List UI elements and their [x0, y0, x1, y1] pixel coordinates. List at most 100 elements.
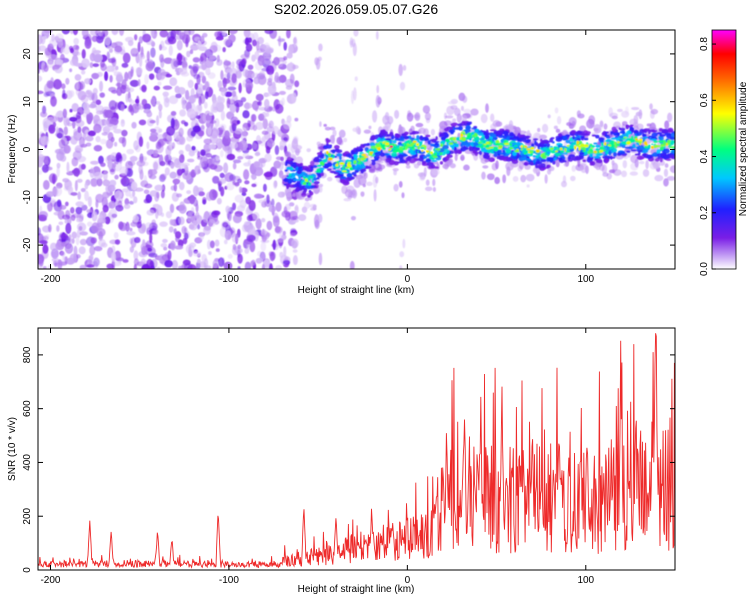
spectrogram-cell	[369, 149, 373, 152]
spectrogram-cell	[92, 87, 98, 95]
spectrogram-cell	[626, 134, 629, 138]
spectrogram-cell	[642, 152, 647, 158]
spectrogram-cell	[541, 123, 549, 133]
spectrogram-cell	[263, 183, 267, 192]
spectrogram-cell	[38, 153, 45, 162]
spectrogram-cell	[207, 219, 216, 228]
spectrogram-cell	[303, 201, 311, 210]
spectrogram-cell	[223, 145, 233, 154]
spectrogram-cell	[444, 115, 454, 119]
spectrogram-cell	[157, 81, 162, 86]
spectrogram-cell	[375, 94, 381, 108]
spectrogram-cell	[122, 259, 129, 263]
spectrogram-cell	[304, 167, 308, 171]
spectrogram-cell	[255, 218, 262, 230]
spectrogram-cell	[474, 133, 478, 137]
spectrogram-cell	[199, 232, 205, 241]
spectrogram-cell	[668, 154, 675, 159]
spectrogram-cell	[55, 126, 59, 134]
spectrogram-cell	[244, 102, 250, 111]
spectrogram-cell	[116, 257, 125, 262]
spectrogram-cell	[579, 143, 585, 148]
spectrogram-cell	[266, 232, 271, 237]
spectrogram-cell	[513, 136, 518, 139]
spectrogram-cell	[240, 53, 250, 60]
spectrogram-cell	[76, 222, 87, 232]
spectrogram-cell	[470, 108, 479, 116]
spectrogram-cell	[521, 154, 525, 158]
spectrogram-cell	[529, 150, 534, 154]
spectrogram-cell	[449, 163, 456, 169]
spectrogram-cell	[266, 65, 275, 76]
snr-frame	[37, 327, 676, 571]
spectrogram-cell	[52, 121, 57, 128]
spectrogram-cell	[86, 264, 95, 268]
spectrogram-cell	[75, 206, 83, 215]
spectrogram-cell	[345, 153, 353, 158]
spectrogram-cell	[505, 148, 512, 154]
spectrogram-cell	[467, 132, 472, 135]
spectrogram-cell	[350, 90, 355, 105]
spectrogram-cell	[236, 205, 246, 212]
spectrogram-cell	[227, 210, 232, 222]
spectrogram-cell	[264, 30, 274, 35]
spectrogram-cell	[125, 160, 134, 171]
spectrogram-cell	[430, 128, 436, 136]
spectrogram-cell	[156, 115, 160, 126]
spectrogram-cell	[118, 221, 124, 230]
spectrogram-cell	[451, 145, 455, 150]
spectrogram-cell	[160, 173, 167, 181]
spectrogram-cell	[65, 77, 70, 85]
spectrogram-cell	[100, 162, 106, 167]
spectrogram-cell	[654, 158, 660, 162]
spectrogram-cell	[535, 161, 543, 165]
spectrogram-cell	[313, 181, 320, 185]
spectrogram-cell	[611, 160, 615, 166]
spectrogram-cell	[375, 176, 379, 184]
spectrogram-cell	[433, 145, 438, 148]
spectrogram-cell	[168, 95, 179, 105]
spectrogram-cell	[509, 143, 513, 147]
spectrogram-cell	[666, 176, 675, 181]
spectrogram-cell	[38, 90, 44, 95]
spectrogram-cell	[664, 120, 670, 130]
spectrogram-cell	[539, 138, 543, 142]
spectrogram-cell	[137, 78, 141, 87]
spectrogram-cell	[53, 211, 63, 216]
spectrogram-cell	[241, 58, 247, 65]
spectrogram-cell	[38, 75, 43, 83]
spectrogram-cell	[136, 160, 146, 167]
spectrogram-cell	[663, 140, 667, 145]
y-tick-label: -20	[22, 237, 33, 252]
spectrogram-cell	[79, 80, 86, 90]
spectrogram-cell	[226, 97, 231, 109]
spectrogram-cell	[626, 150, 631, 154]
spectrogram-cell	[106, 51, 110, 61]
spectrogram-cell	[57, 265, 63, 269]
spectrogram-cell	[423, 167, 427, 177]
spectrogram-cell	[210, 104, 215, 114]
spectrogram-cell	[129, 79, 140, 87]
spectrogram-cell	[274, 226, 283, 234]
spectrogram-cell	[179, 109, 187, 117]
spectrogram-cell	[171, 259, 178, 269]
spectrogram-cell	[446, 126, 452, 130]
spectrogram-cell	[253, 193, 263, 199]
spectrogram-cell	[147, 247, 153, 252]
spectrogram-cell	[69, 108, 73, 113]
spectrogram-cell	[422, 161, 426, 165]
spectrogram-cell	[139, 169, 144, 181]
spectrogram-cell	[460, 105, 464, 111]
spectrogram-cell	[120, 119, 125, 127]
spectrogram-cell	[523, 161, 529, 166]
spectrogram-cell	[315, 58, 321, 70]
spectrogram-cell	[398, 181, 403, 188]
spectrogram-cell	[578, 140, 583, 144]
spectrogram-cell	[189, 194, 196, 205]
spectrogram-cell	[244, 261, 252, 269]
spectrogram-cell	[257, 36, 265, 45]
spectrogram-cell	[290, 228, 297, 233]
spectrogram-cell	[237, 266, 241, 269]
spectrogram-cell	[596, 158, 603, 164]
spectrogram-cell	[410, 142, 416, 145]
